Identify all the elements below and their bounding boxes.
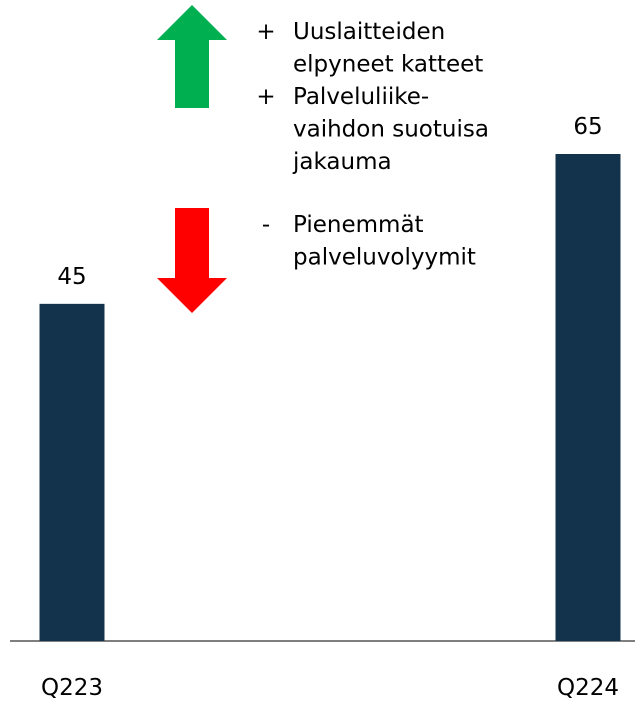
annotation-text: Uuslaitteiden — [293, 19, 445, 45]
annotation-text: jakauma — [292, 149, 392, 175]
annotation-text: elpyneet katteet — [293, 52, 483, 78]
down-arrow — [157, 208, 227, 313]
bar — [39, 303, 105, 641]
up-arrow — [157, 5, 227, 108]
annotation-sign: + — [256, 19, 275, 45]
value-label: 45 — [57, 264, 86, 290]
x-tick-label: Q224 — [557, 675, 619, 701]
annotation-text: palveluvolyymit — [293, 245, 476, 271]
bar — [555, 154, 621, 641]
annotation-sign: - — [262, 212, 270, 238]
annotation-text: vaihdon suotuisa — [293, 117, 489, 143]
annotation-text: Palveluliike- — [293, 84, 429, 110]
annotation-text: Pienemmät — [293, 212, 424, 238]
value-label: 65 — [573, 114, 602, 140]
x-tick-label: Q223 — [41, 675, 103, 701]
annotation-sign: + — [256, 84, 275, 110]
